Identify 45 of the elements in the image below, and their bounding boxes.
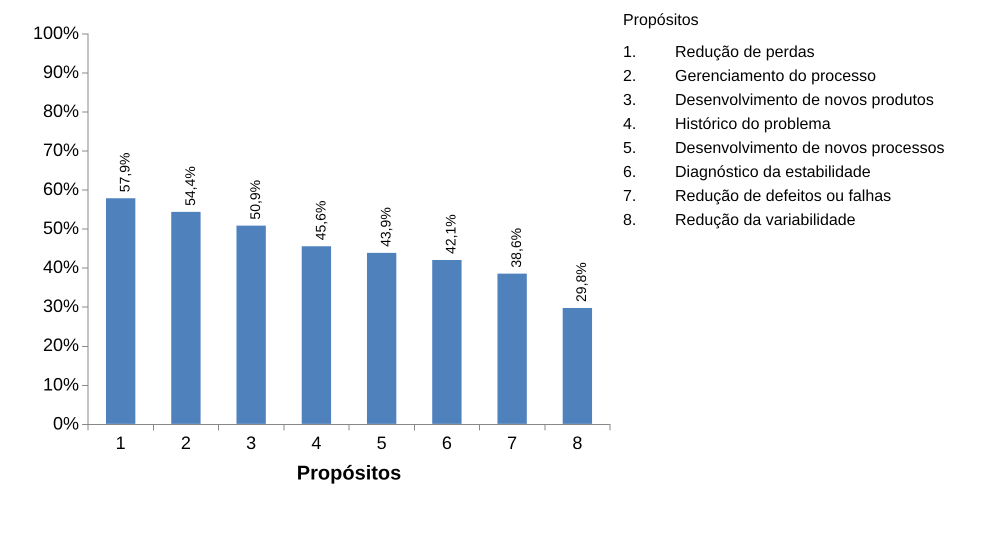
y-tick-label: 0%	[53, 413, 80, 434]
x-axis-title: Propósitos	[296, 462, 402, 485]
y-tick-label: 20%	[43, 335, 80, 356]
x-tick-label: 8	[572, 433, 582, 454]
text: 3. Desenvolvimento de novos produtos	[623, 92, 934, 109]
bar	[106, 198, 136, 424]
y-tick-label: 80%	[43, 100, 80, 121]
y-tick-label: 100%	[32, 22, 80, 43]
data-label: 43,9%	[378, 207, 394, 247]
x-tick-label: 3	[246, 433, 256, 454]
bar	[497, 274, 527, 424]
text: Propósitos	[623, 12, 700, 30]
data-label: 50,9%	[247, 180, 264, 220]
data-label: 42,1%	[442, 214, 459, 254]
bar	[432, 260, 462, 424]
y-tick-label: 10%	[43, 374, 80, 394]
text: 2. Gerenciamento do processo	[623, 68, 876, 85]
text: 4. Histórico do problema	[623, 116, 831, 133]
text: 7. Redução de defeitos ou falhas	[623, 188, 892, 205]
y-tick-label: 40%	[43, 257, 80, 278]
x-tick-label: 4	[311, 433, 322, 454]
data-label: 45,6%	[312, 200, 328, 240]
data-label: 29,8%	[573, 262, 590, 302]
data-label: 38,6%	[508, 228, 524, 268]
y-tick-label: 50%	[43, 218, 80, 238]
bar	[302, 246, 332, 424]
text: 6. Diagnóstico da estabilidade	[623, 164, 871, 181]
y-tick-label: 70%	[43, 140, 80, 160]
data-label: 57,9%	[116, 152, 133, 192]
y-tick-label: 90%	[43, 62, 80, 82]
bar	[171, 212, 201, 424]
bar	[236, 226, 266, 424]
x-tick-label: 5	[376, 433, 387, 454]
x-tick-label: 6	[442, 433, 452, 454]
y-tick-label: 30%	[43, 296, 80, 316]
x-tick-label: 1	[116, 433, 126, 454]
bar	[366, 252, 396, 424]
x-tick-label: 2	[180, 433, 191, 454]
y-tick-label: 60%	[43, 179, 80, 200]
text: 8. Redução da variabilidade	[623, 212, 856, 229]
bar	[562, 308, 592, 424]
text: 5. Desenvolvimento de novos processos	[623, 140, 944, 157]
data-label: 54,4%	[182, 166, 198, 206]
text: 1. Redução de perdas	[623, 44, 815, 61]
x-tick-label: 7	[507, 433, 518, 454]
